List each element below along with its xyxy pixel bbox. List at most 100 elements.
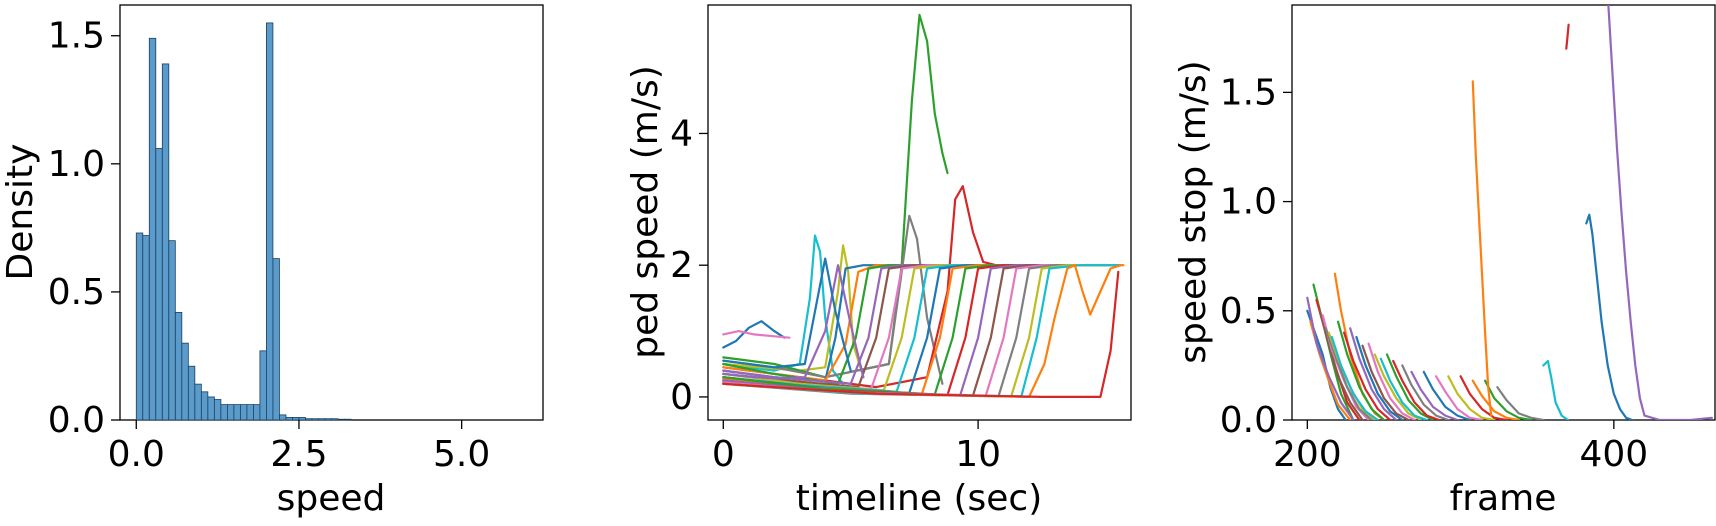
speed-stop-lines — [1306, 5, 1714, 420]
histogram-bar — [194, 383, 202, 421]
ped-speed-x-axis-label: timeline (sec) — [796, 478, 1043, 519]
ped-speed-ticks: 0 10 0 2 4 — [670, 113, 1001, 475]
x-tick-label: 0 — [712, 434, 735, 475]
histogram-bar — [220, 404, 228, 421]
series-line — [1459, 375, 1508, 420]
series-line — [1471, 379, 1520, 420]
y-tick-label: 0.0 — [48, 400, 105, 441]
y-tick-label: 0 — [670, 377, 693, 418]
histogram-bar — [298, 417, 306, 421]
series-line — [1585, 213, 1634, 420]
series-line — [722, 320, 786, 349]
histogram-y-axis-label: Density — [0, 144, 41, 281]
histogram-x-axis-label: speed — [277, 478, 386, 519]
series-line — [1496, 386, 1545, 420]
speed-stop-plot-frame — [1291, 4, 1716, 421]
x-tick-label: 5.0 — [433, 434, 490, 475]
histogram-bar — [148, 37, 157, 421]
series-line — [1361, 344, 1410, 420]
series-line — [1373, 353, 1422, 420]
speed-stop-y-axis-label: speed stop (m/s) — [1173, 60, 1214, 363]
series-line — [1324, 327, 1373, 420]
series-group — [1306, 5, 1714, 420]
series-line — [1318, 309, 1364, 420]
series-line — [1367, 342, 1416, 420]
histogram-bar — [272, 258, 280, 421]
histogram-bar — [344, 418, 352, 421]
y-tick-label: 1.0 — [1220, 182, 1277, 223]
histogram-bar — [259, 350, 267, 421]
histogram-bar — [266, 22, 274, 421]
series-line — [1330, 335, 1379, 420]
series-line — [722, 270, 1120, 398]
histogram-bar — [187, 365, 196, 421]
speed-stop-panel: 200 400 0.0 0.5 1.0 1.5 frame speed stop (m/s… — [1173, 4, 1716, 519]
y-tick-label: 1.0 — [48, 144, 105, 185]
series-line — [1565, 23, 1570, 50]
series-line — [1401, 364, 1450, 420]
y-tick-label: 0.5 — [48, 272, 105, 313]
ped-speed-lines — [722, 13, 1125, 398]
series-line — [1306, 296, 1355, 420]
histogram-bar — [181, 342, 189, 421]
histogram-panel: 0.0 2.5 5.0 0.0 0.5 1.0 1.5 speed Density — [0, 4, 544, 519]
x-tick-label: 10 — [955, 434, 1001, 475]
histogram-bar — [337, 418, 345, 421]
series-line — [1434, 375, 1484, 420]
histogram-bar — [226, 404, 235, 421]
series-line — [1542, 359, 1570, 420]
y-tick-label: 2 — [670, 245, 693, 286]
y-tick-label: 1.5 — [48, 16, 105, 57]
series-line — [1447, 375, 1496, 420]
ped-speed-plot-frame — [707, 4, 1132, 421]
histogram-bar — [279, 414, 287, 421]
histogram-bar — [318, 418, 326, 421]
histogram-bar — [285, 417, 293, 421]
histogram-bar — [155, 148, 163, 421]
histogram-bar — [174, 312, 183, 421]
series-line — [1483, 379, 1533, 420]
histogram-bar — [311, 418, 319, 421]
histogram-bar — [233, 404, 241, 421]
series-line — [1349, 327, 1398, 420]
series-line — [1422, 370, 1471, 420]
histogram-bar — [161, 63, 170, 421]
series-line — [1410, 370, 1459, 420]
y-tick-label: 1.5 — [1220, 72, 1277, 113]
histogram-ticks: 0.0 2.5 5.0 0.0 0.5 1.0 1.5 — [48, 16, 491, 475]
speed-stop-ticks: 200 400 0.0 0.5 1.0 1.5 — [1220, 72, 1648, 475]
x-tick-label: 2.5 — [270, 434, 327, 475]
histogram-bar — [142, 235, 150, 421]
series-line — [1385, 353, 1435, 420]
x-tick-label: 200 — [1273, 434, 1342, 475]
y-tick-label: 0.0 — [1220, 400, 1277, 441]
histogram-bar — [292, 417, 300, 421]
x-tick-label: 400 — [1579, 434, 1648, 475]
histogram-bar — [331, 418, 339, 421]
histogram-bar — [200, 391, 209, 421]
series-line — [1342, 331, 1392, 420]
histogram-bar — [168, 240, 176, 421]
histogram-bar — [135, 232, 144, 421]
histogram-bars — [135, 22, 352, 421]
histogram-bar — [239, 404, 248, 421]
series-line — [1392, 359, 1441, 420]
series-line — [722, 257, 852, 372]
series-line — [1607, 5, 1714, 420]
histogram-bar — [253, 404, 261, 421]
series-group — [722, 13, 1125, 398]
histogram-plot-frame — [119, 4, 544, 421]
histogram-bar — [305, 418, 313, 421]
speed-stop-x-axis-label: frame — [1450, 478, 1557, 519]
histogram-bar — [213, 399, 222, 421]
ped-speed-panel: 0 10 0 2 4 timeline (sec) ped speed (m/s) — [625, 4, 1132, 519]
ped-speed-y-axis-label: ped speed (m/s) — [625, 65, 666, 359]
series-line — [1355, 335, 1404, 420]
series-line — [1471, 80, 1493, 417]
series-line — [722, 264, 865, 380]
series-line — [722, 330, 791, 339]
y-tick-label: 0.5 — [1220, 291, 1277, 332]
histogram-bar — [324, 418, 332, 421]
